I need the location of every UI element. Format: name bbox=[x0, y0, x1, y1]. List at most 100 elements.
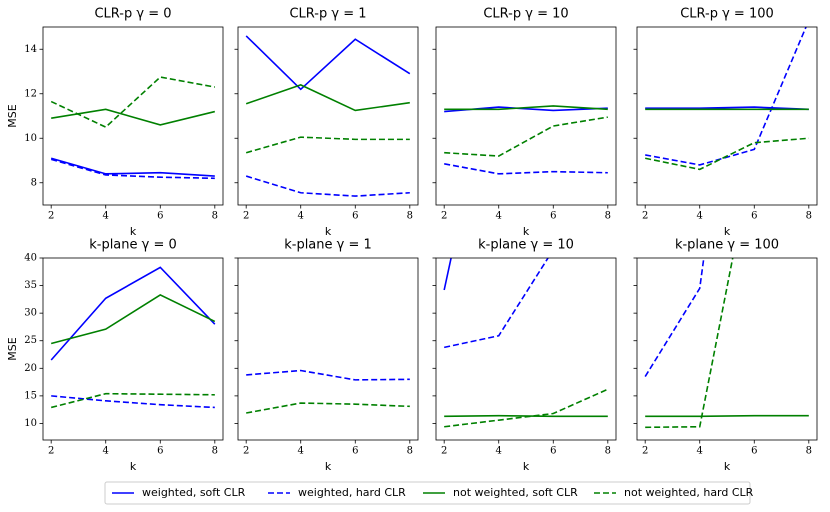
axes-frame bbox=[237, 26, 419, 206]
x-tick-label: 6 bbox=[550, 446, 556, 457]
x-tick-label: 8 bbox=[806, 446, 812, 457]
y-tick-label: 20 bbox=[24, 363, 37, 374]
line bbox=[645, 137, 809, 171]
x-tick-label: 2 bbox=[243, 446, 249, 457]
line bbox=[50, 158, 215, 180]
x-tick-label: 4 bbox=[697, 211, 703, 222]
plot-area bbox=[50, 76, 216, 180]
x-tick-label: 6 bbox=[352, 446, 358, 457]
x-tick-label: 6 bbox=[550, 211, 556, 222]
x-tick-label: 4 bbox=[103, 446, 109, 457]
x-tick-label: 4 bbox=[496, 211, 502, 222]
line bbox=[50, 157, 215, 177]
line bbox=[444, 116, 608, 157]
x-axis-label: k bbox=[724, 460, 731, 473]
x-axis-label: k bbox=[130, 225, 137, 238]
x-tick-label: 8 bbox=[407, 446, 413, 457]
line bbox=[644, 258, 705, 377]
plot-area bbox=[444, 105, 608, 175]
axes-frame bbox=[237, 257, 419, 441]
plot-area bbox=[245, 35, 411, 197]
y-tick-label: 35 bbox=[24, 280, 37, 291]
line bbox=[444, 414, 608, 418]
x-tick-label: 2 bbox=[243, 211, 249, 222]
plot-area bbox=[644, 258, 809, 429]
line bbox=[245, 35, 411, 91]
y-tick-label: 14 bbox=[24, 44, 37, 55]
line bbox=[645, 258, 734, 429]
line bbox=[444, 163, 608, 175]
line bbox=[245, 175, 410, 197]
axes-frame bbox=[42, 26, 224, 206]
x-tick-label: 2 bbox=[441, 446, 447, 457]
y-tick-label: 12 bbox=[24, 88, 37, 99]
subplot-title: k-plane γ = 100 bbox=[675, 238, 779, 253]
axes-frame bbox=[435, 257, 617, 441]
y-tick-label: 40 bbox=[24, 253, 37, 264]
x-tick-label: 2 bbox=[642, 446, 648, 457]
axes-frame bbox=[636, 257, 818, 441]
line bbox=[444, 105, 608, 111]
x-axis-label: k bbox=[325, 460, 332, 473]
subplot-title: CLR-p γ = 0 bbox=[94, 7, 171, 22]
axes-frame bbox=[435, 26, 617, 206]
line bbox=[245, 83, 410, 112]
line bbox=[50, 294, 216, 345]
subplot-title: k-plane γ = 0 bbox=[89, 238, 177, 253]
x-tick-label: 2 bbox=[441, 211, 447, 222]
x-tick-label: 4 bbox=[697, 446, 703, 457]
y-tick-label: 30 bbox=[24, 308, 37, 319]
legend-label: weighted, hard CLR bbox=[298, 486, 406, 499]
x-axis-label: k bbox=[325, 225, 332, 238]
line bbox=[245, 136, 410, 154]
subplot-title: k-plane γ = 10 bbox=[478, 238, 574, 253]
plot-area bbox=[246, 369, 410, 414]
y-tick-label: 8 bbox=[31, 177, 37, 188]
y-tick-label: 25 bbox=[24, 335, 37, 346]
line bbox=[645, 27, 807, 166]
x-tick-label: 6 bbox=[751, 211, 757, 222]
y-axis-label: MSE bbox=[6, 104, 19, 127]
x-tick-label: 8 bbox=[212, 211, 218, 222]
subplot-title: CLR-p γ = 1 bbox=[289, 7, 366, 22]
x-tick-label: 8 bbox=[212, 446, 218, 457]
plot-area bbox=[50, 266, 216, 409]
x-axis-label: k bbox=[724, 225, 731, 238]
x-tick-label: 6 bbox=[352, 211, 358, 222]
x-tick-label: 8 bbox=[605, 211, 611, 222]
line bbox=[50, 76, 215, 129]
y-tick-label: 10 bbox=[24, 418, 37, 429]
legend-label: not weighted, hard CLR bbox=[624, 486, 754, 499]
line bbox=[246, 369, 410, 381]
x-tick-label: 4 bbox=[496, 446, 502, 457]
x-tick-label: 2 bbox=[48, 446, 54, 457]
subplot-title: CLR-p γ = 100 bbox=[680, 7, 774, 22]
x-tick-label: 8 bbox=[806, 211, 812, 222]
x-axis-label: k bbox=[523, 225, 530, 238]
axes-frame bbox=[42, 257, 224, 441]
line bbox=[444, 388, 609, 428]
y-axis-label: MSE bbox=[6, 337, 19, 360]
line bbox=[50, 266, 216, 361]
plot-area bbox=[645, 27, 809, 171]
plot-area bbox=[443, 258, 609, 428]
line bbox=[645, 106, 809, 111]
line bbox=[645, 414, 809, 418]
x-axis-label: k bbox=[523, 460, 530, 473]
x-tick-label: 8 bbox=[605, 446, 611, 457]
x-tick-label: 4 bbox=[103, 211, 109, 222]
x-tick-label: 2 bbox=[48, 211, 54, 222]
subplot-title: CLR-p γ = 10 bbox=[483, 7, 568, 22]
line bbox=[246, 402, 410, 414]
x-tick-label: 4 bbox=[298, 446, 304, 457]
line bbox=[444, 258, 549, 349]
y-tick-label: 10 bbox=[24, 133, 37, 144]
x-axis-label: k bbox=[130, 460, 137, 473]
legend-label: weighted, soft CLR bbox=[142, 486, 246, 499]
line bbox=[50, 392, 215, 409]
axes-frame bbox=[636, 26, 818, 206]
y-tick-label: 15 bbox=[24, 390, 37, 401]
line bbox=[51, 395, 215, 409]
x-tick-label: 2 bbox=[642, 211, 648, 222]
